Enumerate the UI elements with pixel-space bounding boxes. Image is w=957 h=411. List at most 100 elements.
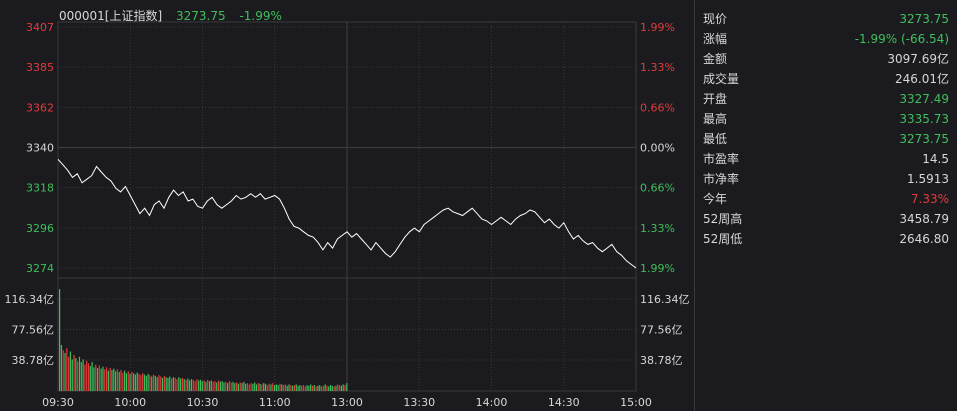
time-tick-label: 09:30 (42, 396, 74, 409)
volume-bar (317, 385, 319, 391)
volume-bar (192, 379, 194, 391)
stat-row: 成交量 246.01亿 (703, 69, 949, 89)
volume-bar (277, 385, 279, 391)
volume-bar (292, 385, 294, 391)
volume-bar (189, 380, 191, 391)
volume-bar (299, 385, 301, 391)
stat-row: 最高 3335.73 (703, 109, 949, 129)
volume-bar (111, 369, 113, 391)
volume-bar (75, 358, 77, 391)
volume-bar (127, 371, 129, 391)
volume-bar (290, 385, 292, 391)
stat-row: 52周高 3458.79 (703, 209, 949, 229)
stat-value: 7.33% (910, 192, 949, 206)
volume-bar (228, 381, 230, 391)
price-tick-label: 3362 (26, 101, 54, 114)
volume-tick-label: 116.34亿 (5, 293, 55, 306)
volume-bar (203, 380, 205, 391)
stat-row: 金额 3097.69亿 (703, 49, 949, 69)
stat-label: 开盘 (703, 92, 728, 106)
volume-bar (138, 373, 140, 391)
stat-value: 1.5913 (907, 172, 949, 186)
volume-bar (66, 348, 68, 391)
chart-header: 000001[上证指数] 3273.75 -1.99% (59, 7, 292, 25)
price-tick-label: 3318 (26, 182, 54, 195)
stat-value: -1.99% (-66.54) (854, 32, 949, 46)
volume-bar (180, 378, 182, 391)
volume-bar (236, 382, 238, 391)
volume-bar (250, 383, 252, 391)
volume-bar (107, 370, 109, 391)
stat-label: 成交量 (703, 72, 740, 86)
stat-value: 3097.69亿 (887, 52, 949, 66)
volume-bar (311, 385, 314, 391)
volume-bar (259, 383, 261, 391)
price-tick-label: 3340 (26, 142, 54, 155)
volume-bar (201, 381, 203, 391)
volume-bar (331, 385, 333, 391)
volume-bar (328, 386, 330, 391)
volume-bar (273, 385, 276, 391)
volume-bar (263, 383, 265, 391)
volume-bar (158, 375, 160, 391)
volume-bar (199, 379, 202, 391)
volume-bar (178, 377, 180, 391)
time-tick-label: 13:30 (403, 396, 435, 409)
volume-bar (297, 385, 299, 391)
price-tick-label: 3296 (26, 222, 54, 235)
volume-bar (338, 385, 341, 391)
stat-label: 今年 (703, 192, 728, 206)
stat-value: 3327.49 (899, 92, 949, 106)
volume-bar (185, 379, 187, 391)
volume-bar (93, 367, 95, 391)
stat-value: 3273.75 (899, 132, 949, 146)
stat-label: 52周高 (703, 212, 743, 226)
volume-bar (73, 354, 75, 391)
volume-bar (241, 383, 243, 391)
volume-bar (100, 368, 102, 391)
volume-bar (69, 351, 72, 391)
volume-bar (105, 367, 108, 391)
volume-bar (223, 382, 225, 391)
time-tick-label: 11:00 (259, 396, 291, 409)
volume-bar (91, 362, 93, 391)
volume-bar (219, 381, 221, 391)
volume-bar (344, 385, 346, 391)
volume-bar (342, 384, 344, 391)
stat-row: 涨幅 -1.99% (-66.54) (703, 29, 949, 49)
volume-bar (329, 385, 332, 391)
volume-bar (245, 383, 247, 391)
volume-bar (230, 382, 232, 391)
volume-bar (133, 373, 135, 391)
stat-value: 14.5 (922, 152, 949, 166)
volume-bar (295, 384, 297, 391)
volume-bar (237, 383, 240, 391)
time-tick-label: 15:00 (620, 396, 652, 409)
volume-bar (261, 384, 263, 391)
stat-label: 金额 (703, 52, 728, 66)
time-tick-label: 10:00 (114, 396, 146, 409)
quote-stats-panel: 现价 3273.75 涨幅 -1.99% (-66.54) 金额 3097.69亿 成交量 2… (694, 0, 957, 411)
volume-bar (102, 366, 104, 391)
volume-tick-label: 116.34亿 (640, 293, 690, 306)
price-line (57, 158, 637, 269)
intraday-chart[interactable]: 3407 1.99% 3385 1.33% 3362 0.66% 3340 0.00% 3318… (0, 0, 693, 411)
volume-bar (71, 359, 73, 391)
volume-tick-label: 38.78亿 (12, 354, 55, 367)
stat-label: 涨幅 (703, 32, 728, 46)
volume-bar (246, 383, 249, 391)
stat-label: 52周低 (703, 232, 743, 246)
price-tick-label: 3274 (26, 262, 54, 275)
volume-tick-label: 77.56亿 (12, 324, 55, 337)
volume-bar (64, 352, 66, 391)
volume-bar (337, 384, 339, 391)
stat-label: 市盈率 (703, 152, 740, 166)
volume-bar (326, 385, 328, 391)
stat-row: 开盘 3327.49 (703, 89, 949, 109)
volume-bar (116, 369, 119, 391)
volume-bar (210, 380, 212, 391)
volume-bar (145, 375, 147, 391)
intraday-chart-pane[interactable]: 3407 1.99% 3385 1.33% 3362 0.66% 3340 0.00% 3318… (0, 0, 693, 411)
volume-bar (154, 375, 156, 391)
volume-bar (113, 368, 115, 391)
